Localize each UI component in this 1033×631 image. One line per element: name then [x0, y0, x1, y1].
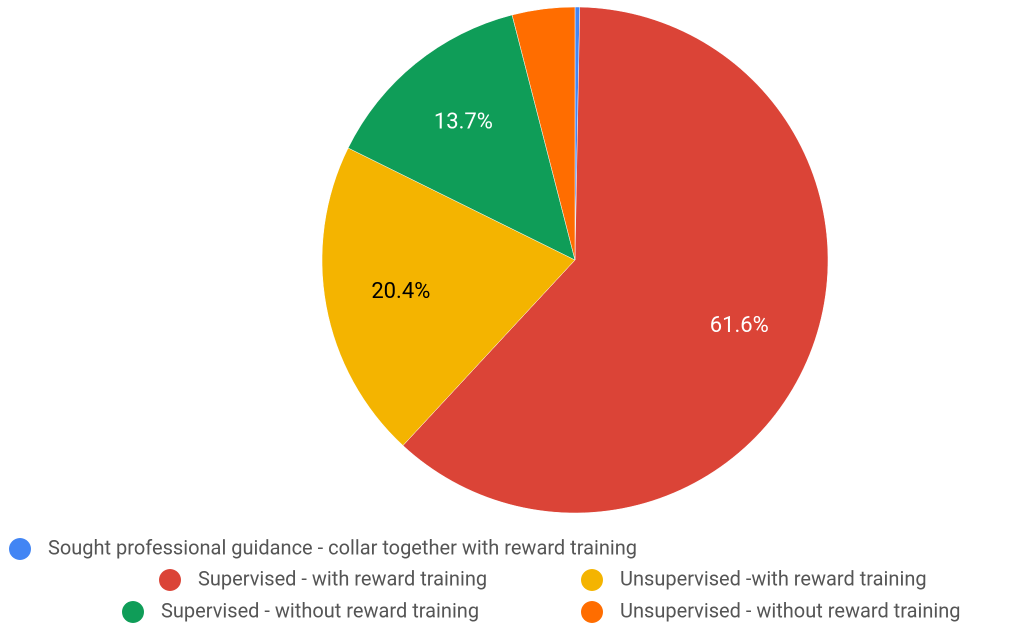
- pie-slice: [402, 6, 829, 514]
- legend-label: Supervised - with reward training: [198, 566, 487, 590]
- legend-label: Supervised - without reward training: [161, 598, 479, 622]
- legend-swatch: [581, 601, 603, 623]
- legend-swatch: [9, 538, 31, 560]
- slice-label: 61.6%: [710, 313, 769, 338]
- slice-label: 13.7%: [434, 109, 493, 134]
- pie-slice: [511, 6, 576, 261]
- pie-slice: [321, 147, 576, 446]
- legend-swatch: [122, 601, 144, 623]
- pie-slice: [347, 14, 576, 261]
- legend-swatch: [159, 569, 181, 591]
- legend-swatch: [581, 569, 603, 591]
- legend-label: Unsupervised -with reward training: [620, 566, 927, 590]
- slice-label: 20.4%: [371, 279, 430, 304]
- legend-label: Sought professional guidance - collar to…: [48, 535, 637, 559]
- legend-label: Unsupervised - without reward training: [620, 598, 961, 622]
